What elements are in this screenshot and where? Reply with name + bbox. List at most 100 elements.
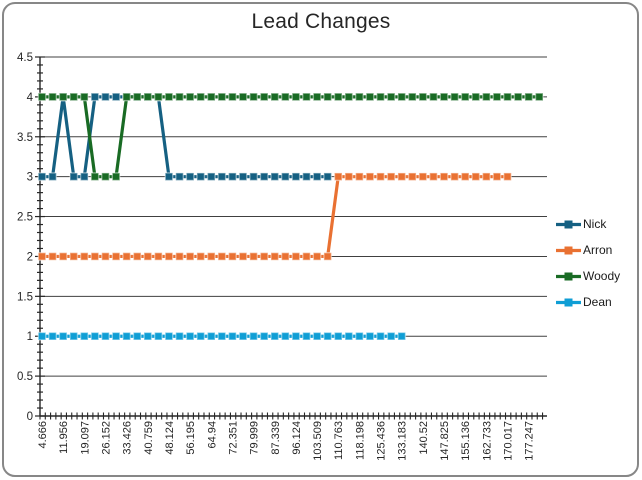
series-marker-woody [439,92,449,102]
series-marker-dean [48,331,58,341]
series-marker-woody [450,92,460,102]
series-marker-nick [79,172,89,182]
series-marker-arron [101,251,110,261]
x-tick-label: 33.426 [122,421,134,455]
series-marker-dean [323,331,333,341]
y-tick-label: 3 [27,172,33,184]
series-marker-woody [90,172,100,182]
y-tick-label: 0 [27,411,33,423]
y-tick-label: 1 [27,331,33,343]
series-marker-woody [513,92,523,102]
series-marker-woody [333,92,343,102]
series-marker-dean [280,331,290,341]
series-marker-dean [291,331,301,341]
series-marker-dean [376,331,386,341]
legend-marker-woody [556,272,581,280]
series-marker-arron [344,172,354,182]
legend-item-arron: Arron [556,241,620,259]
x-tick-label: 79.999 [249,421,261,455]
y-tick-label: 2.5 [17,212,33,224]
x-tick-label: 56.195 [185,421,197,455]
series-marker-dean [302,331,311,341]
y-tick-label: 3.5 [17,132,33,144]
series-marker-woody [397,92,407,102]
series-marker-arron [37,251,47,261]
series-marker-woody [217,92,227,102]
series-marker-woody [79,92,89,102]
series-marker-woody [153,92,163,102]
legend-marker-nick [556,220,581,228]
series-marker-nick [206,172,216,182]
series-marker-arron [492,172,502,182]
series-marker-woody [344,92,354,102]
series-marker-arron [79,251,89,261]
series-marker-woody [312,92,322,102]
series-marker-dean [111,331,121,341]
series-marker-arron [354,172,364,182]
series-marker-woody [503,92,512,102]
series-marker-woody [249,92,259,102]
series-marker-woody [386,92,396,102]
series-marker-arron [397,172,407,182]
chart-title: Lead Changes [251,10,391,33]
series-marker-dean [58,331,68,341]
y-tick-label: 1.5 [17,291,33,303]
series-marker-arron [333,172,343,182]
series-marker-woody [365,92,375,102]
series-marker-woody [492,92,502,102]
legend-square [564,246,573,254]
series-marker-arron [122,251,132,261]
series-marker-arron [460,172,470,182]
series-marker-nick [101,92,110,102]
legend-marker-arron [556,246,581,254]
series-marker-arron [58,251,68,261]
series-marker-nick [249,172,259,182]
series-marker-arron [386,172,396,182]
series-marker-arron [270,251,280,261]
series-marker-arron [227,251,237,261]
series-marker-dean [333,331,343,341]
x-tick-label: 140.52 [418,421,430,455]
series-marker-woody [259,92,269,102]
legend-square [564,220,573,228]
legend-square [564,298,573,306]
legend: Nick Arron Woody Dean [556,215,620,319]
series-marker-nick [312,172,322,182]
series-marker-dean [175,331,184,341]
series-marker-dean [344,331,354,341]
series-marker-arron [481,172,491,182]
series-marker-dean [238,331,248,341]
series-marker-woody [323,92,333,102]
series-marker-dean [101,331,110,341]
legend-item-nick: Nick [556,215,620,233]
series-marker-woody [291,92,301,102]
series-marker-dean [386,331,396,341]
series-marker-woody [185,92,195,102]
series-marker-dean [143,331,153,341]
series-marker-arron [312,251,322,261]
series-marker-woody [175,92,184,102]
series-marker-dean [132,331,142,341]
series-marker-woody [196,92,206,102]
series-marker-arron [280,251,290,261]
series-marker-dean [185,331,195,341]
series-marker-dean [79,331,89,341]
series-marker-arron [503,172,512,182]
series-marker-nick [217,172,227,182]
x-tick-label: 125.436 [376,421,388,461]
series-marker-arron [259,251,269,261]
series-marker-woody [407,92,417,102]
legend-item-dean: Dean [556,293,620,311]
x-tick-label: 4.666 [37,421,49,449]
x-tick-label: 133.183 [397,421,409,461]
series-marker-nick [48,172,58,182]
series-marker-arron [175,251,184,261]
series-marker-woody [238,92,248,102]
series-marker-arron [291,251,301,261]
series-marker-dean [217,331,227,341]
series-marker-nick [111,92,121,102]
x-tick-label: 96.124 [291,421,303,455]
series-marker-dean [90,331,100,341]
series-marker-nick [164,172,174,182]
series-marker-arron [206,251,216,261]
